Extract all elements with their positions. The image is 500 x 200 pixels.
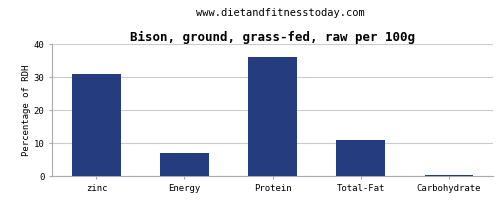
Bar bbox=[424, 175, 473, 176]
Bar bbox=[248, 57, 297, 176]
Y-axis label: Percentage of RDH: Percentage of RDH bbox=[22, 65, 31, 156]
Bar bbox=[160, 153, 208, 176]
Text: www.dietandfitnesstoday.com: www.dietandfitnesstoday.com bbox=[196, 8, 364, 18]
Title: Bison, ground, grass-fed, raw per 100g: Bison, ground, grass-fed, raw per 100g bbox=[130, 31, 415, 44]
Bar bbox=[336, 140, 385, 176]
Bar bbox=[72, 74, 120, 176]
